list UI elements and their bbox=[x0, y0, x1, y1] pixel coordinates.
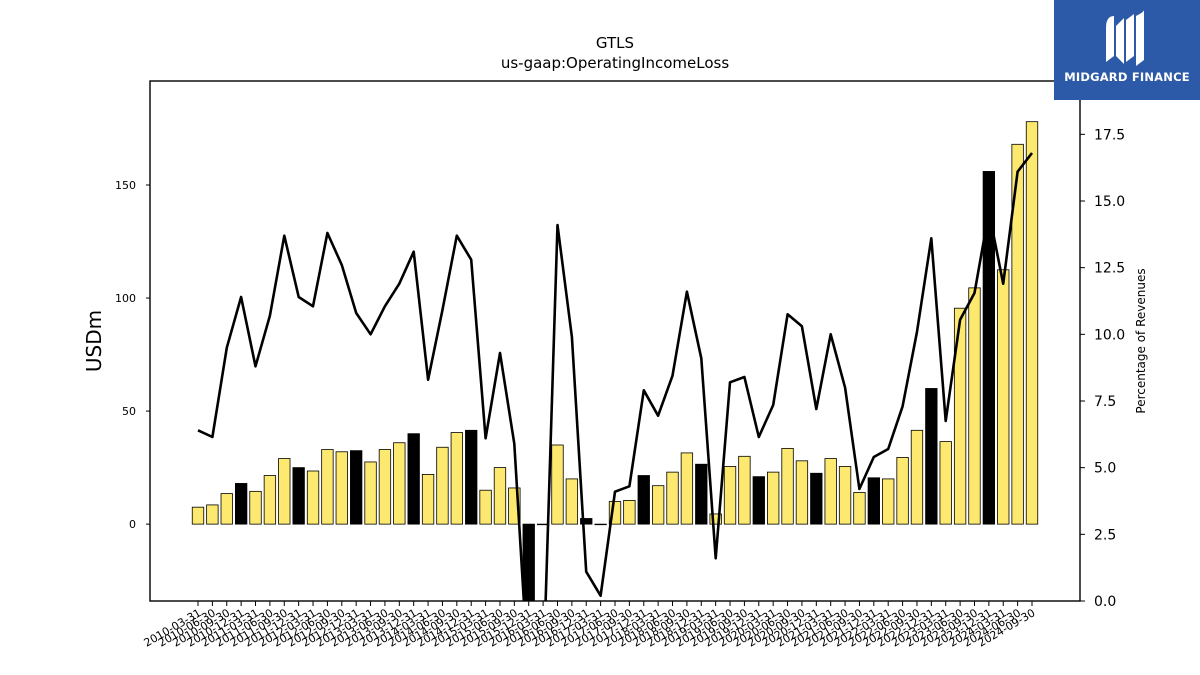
ytick-label: 50 bbox=[122, 405, 136, 418]
y2tick-label: 10.0 bbox=[1094, 327, 1125, 343]
bar-2018-03-31 bbox=[651, 485, 665, 525]
bar-2020-03-31 bbox=[767, 471, 780, 525]
bar-2012-12-31 bbox=[350, 450, 363, 525]
bar-2014-06-30 bbox=[436, 446, 449, 525]
y-axis-label: USDm bbox=[82, 310, 106, 372]
bar-2015-03-31 bbox=[479, 489, 492, 525]
bar-2023-12-31 bbox=[982, 171, 996, 525]
bar-2013-12-31 bbox=[407, 433, 420, 525]
bar-2011-09-30 bbox=[278, 458, 291, 525]
bar-2010-03-31 bbox=[191, 506, 205, 525]
bar-2010-09-30 bbox=[220, 493, 233, 525]
bar-2021-06-30 bbox=[838, 466, 852, 525]
bar-2024-03-31 bbox=[997, 269, 1010, 525]
bar-2013-03-31 bbox=[364, 461, 377, 525]
bar-2012-06-30 bbox=[321, 449, 334, 525]
bar-2021-12-31 bbox=[867, 477, 880, 525]
bar-2014-03-31 bbox=[421, 473, 435, 525]
bar-2018-06-30 bbox=[666, 471, 679, 525]
bar-2017-06-30 bbox=[608, 501, 622, 525]
bar-2020-06-30 bbox=[781, 447, 794, 525]
bar-2014-12-31 bbox=[465, 429, 478, 525]
bar-2016-12-31 bbox=[580, 518, 593, 525]
bar-2021-09-30 bbox=[853, 492, 866, 525]
plot-area bbox=[191, 121, 1039, 601]
left-axis: 0 50 100 150 bbox=[115, 179, 150, 531]
bar-2024-09-30 bbox=[1025, 121, 1039, 525]
bar-2018-12-31 bbox=[695, 463, 708, 525]
bar-2014-09-30 bbox=[450, 432, 463, 525]
chart-title: GTLS bbox=[596, 34, 634, 52]
y2tick-label: 2.5 bbox=[1094, 527, 1116, 543]
x-axis: 2010-03-312010-06-302010-09-302010-12-31… bbox=[142, 601, 1038, 650]
y2tick-label: 12.5 bbox=[1094, 261, 1125, 277]
y2-axis-label: Percentage of Revenues bbox=[1134, 268, 1148, 413]
bar-2024-06-30 bbox=[1011, 143, 1024, 525]
bar-2022-12-31 bbox=[925, 388, 938, 525]
bar-2013-06-30 bbox=[378, 449, 392, 525]
logo-text: MIDGARD FINANCE bbox=[1064, 70, 1190, 84]
bar-2016-06-30 bbox=[551, 444, 564, 525]
logo-mark-icon bbox=[1106, 10, 1144, 66]
bar-2010-12-31 bbox=[234, 483, 248, 525]
ytick-label: 150 bbox=[115, 179, 136, 192]
bar-2011-03-31 bbox=[249, 490, 262, 525]
y2tick-label: 15.0 bbox=[1094, 194, 1125, 210]
bar-2017-12-31 bbox=[637, 475, 650, 525]
bar-2022-09-30 bbox=[910, 429, 924, 525]
bar-2019-12-31 bbox=[752, 476, 765, 525]
percentage-line bbox=[197, 152, 1034, 601]
bar-2017-09-30 bbox=[623, 499, 636, 525]
bar-2021-03-31 bbox=[824, 458, 837, 525]
bar-2019-09-30 bbox=[738, 455, 751, 525]
bar-2017-03-31 bbox=[594, 523, 607, 526]
bar-2016-09-30 bbox=[565, 478, 579, 525]
bar-2015-09-30 bbox=[508, 487, 521, 525]
midgard-finance-logo: MIDGARD FINANCE bbox=[1054, 0, 1200, 100]
bar-2023-06-30 bbox=[953, 307, 967, 525]
bar-2023-09-30 bbox=[968, 287, 981, 525]
bar-2020-12-31 bbox=[810, 472, 823, 525]
bar-2011-12-31 bbox=[292, 467, 305, 525]
bar-2015-06-30 bbox=[493, 467, 507, 525]
y2tick-label: 17.5 bbox=[1094, 127, 1125, 143]
bar-2019-06-30 bbox=[723, 466, 737, 525]
bar-2013-09-30 bbox=[393, 442, 406, 525]
ytick-label: 100 bbox=[115, 292, 136, 305]
y2tick-label: 7.5 bbox=[1094, 394, 1116, 410]
ytick-label: 0 bbox=[129, 518, 136, 531]
right-axis: 0.0 2.5 5.0 7.5 10.0 12.5 15.0 17.5 bbox=[1080, 127, 1125, 610]
bar-2019-03-31 bbox=[709, 513, 722, 525]
bar-2023-03-31 bbox=[939, 441, 952, 525]
bar-2011-06-30 bbox=[263, 475, 277, 525]
y2tick-label: 0.0 bbox=[1094, 594, 1116, 610]
bar-2022-06-30 bbox=[896, 457, 909, 525]
bar-2010-06-30 bbox=[206, 504, 219, 525]
bar-2018-09-30 bbox=[680, 452, 694, 525]
bar-2012-03-31 bbox=[306, 470, 320, 525]
bar-2012-09-30 bbox=[335, 451, 348, 525]
y2tick-label: 5.0 bbox=[1094, 461, 1116, 477]
bar-2015-12-31 bbox=[522, 523, 535, 601]
bar-2020-09-30 bbox=[795, 460, 809, 525]
bar-2022-03-31 bbox=[882, 478, 895, 525]
chart-subtitle: us-gaap:OperatingIncomeLoss bbox=[501, 54, 729, 72]
